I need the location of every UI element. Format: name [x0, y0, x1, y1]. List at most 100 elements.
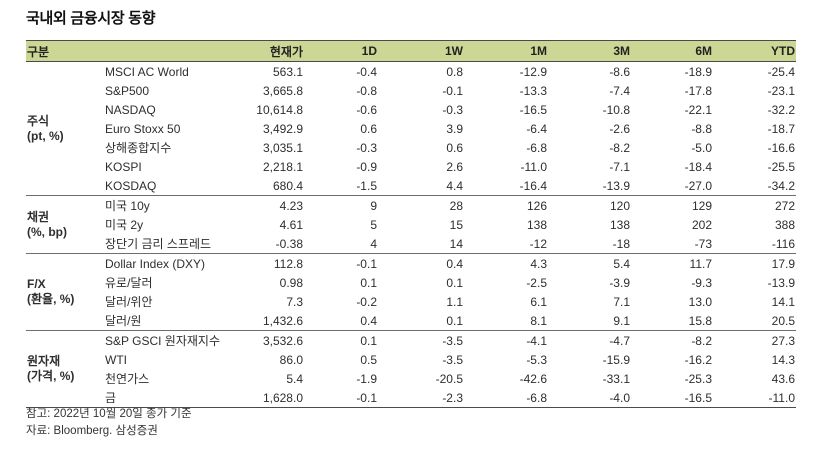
change-value-cell: -0.3 — [356, 140, 377, 155]
change-value-cell: 11.7 — [689, 256, 712, 271]
change-value-cell: -0.1 — [356, 390, 377, 405]
current-price-cell: 3,665.8 — [262, 83, 303, 98]
change-value-cell: -0.2 — [356, 294, 377, 309]
change-value-cell: 0.4 — [446, 256, 463, 271]
change-value-cell: -8.8 — [691, 121, 712, 136]
change-value-cell: 129 — [691, 198, 712, 213]
change-value-cell: -23.1 — [767, 83, 795, 98]
current-price-cell: 86.0 — [279, 352, 303, 367]
current-price-cell: 1,628.0 — [262, 390, 303, 405]
current-price-cell: 5.4 — [286, 371, 303, 386]
table-row: NASDAQ 10,614.8 -0.6 -0.3 -16.5 -10.8 -22.1 -32… — [26, 100, 796, 119]
group-label-unit: (환율, %) — [27, 292, 75, 306]
change-value-cell: 4.3 — [530, 256, 547, 271]
column-header-1w: 1W — [378, 40, 464, 62]
instrument-name: NASDAQ — [105, 102, 156, 117]
current-price-cell: 4.61 — [279, 217, 303, 232]
current-price-cell: 3,035.1 — [262, 140, 303, 155]
change-value-cell: 0.8 — [446, 64, 463, 79]
current-price-cell: -0.38 — [275, 236, 303, 251]
change-value-cell: -0.3 — [442, 102, 463, 117]
current-price-cell: 0.98 — [279, 275, 303, 290]
instrument-name: 금 — [105, 391, 117, 405]
change-value-cell: -5.0 — [691, 140, 712, 155]
table-row: 주식 (pt, %) MSCI AC World 563.1 -0.4 0.8 -12.9 -… — [26, 62, 796, 143]
column-header-col1: 현재가 — [229, 40, 304, 62]
change-value-cell: -16.4 — [519, 178, 547, 193]
change-value-cell: 0.1 — [446, 313, 463, 328]
change-value-cell: 43.6 — [771, 371, 795, 386]
change-value-cell: 4 — [370, 236, 377, 251]
change-value-cell: -1.5 — [356, 178, 377, 193]
change-value-cell: -13.3 — [519, 83, 547, 98]
change-value-cell: -0.1 — [356, 256, 377, 271]
change-value-cell: 3.9 — [446, 121, 463, 136]
table-row: 천연가스 5.4 -1.9 -20.5 -42.6 -33.1 -25.3 43.6 — [26, 369, 796, 388]
table-row: 달러/원 1,432.6 0.4 0.1 8.1 9.1 15.8 20.5 — [26, 311, 796, 331]
change-value-cell: 0.1 — [360, 333, 377, 348]
table-row: KOSPI 2,218.1 -0.9 2.6 -11.0 -7.1 -18.4 -25.5 — [26, 157, 796, 176]
change-value-cell: 9 — [370, 198, 377, 213]
instrument-name: Dollar Index (DXY) — [105, 256, 206, 271]
group-label: 원자재 (가격, %) — [26, 331, 104, 408]
current-price-cell: 3,532.6 — [262, 333, 303, 348]
change-value-cell: -25.3 — [684, 371, 712, 386]
change-value-cell: -13.9 — [602, 178, 630, 193]
column-header-gubun: 구분 — [26, 40, 229, 62]
instrument-name: S&P500 — [105, 83, 150, 98]
change-value-cell: -0.1 — [442, 83, 463, 98]
change-value-cell: -8.2 — [609, 140, 630, 155]
change-value-cell: 138 — [609, 217, 630, 232]
change-value-cell: -33.1 — [602, 371, 630, 386]
change-value-cell: -6.4 — [526, 121, 547, 136]
instrument-name: 달러/원 — [105, 314, 142, 328]
table-row: 금 1,628.0 -0.1 -2.3 -6.8 -4.0 -16.5 -11.0 — [26, 388, 796, 408]
current-price-cell: 563.1 — [272, 64, 303, 79]
change-value-cell: -2.6 — [609, 121, 630, 136]
change-value-cell: -0.9 — [356, 159, 377, 174]
instrument-name: 상해종합지수 — [105, 141, 172, 155]
change-value-cell: 15 — [449, 217, 463, 232]
group-label-unit: (%, bp) — [27, 224, 67, 239]
change-value-cell: 0.4 — [360, 313, 377, 328]
change-value-cell: 0.6 — [446, 140, 463, 155]
change-value-cell: -13.9 — [767, 275, 795, 290]
change-value-cell: -16.6 — [767, 140, 795, 155]
table-row: 원자재 (가격, %) S&P GSCI 원자재지수 3,532.6 0.1 -3.5 -4… — [26, 331, 796, 384]
change-value-cell: -11.0 — [520, 159, 547, 174]
change-value-cell: -6.8 — [526, 140, 547, 155]
change-value-cell: 138 — [526, 217, 547, 232]
change-value-cell: -15.9 — [602, 352, 630, 367]
column-header-1m: 1M — [464, 40, 548, 62]
market-table: 구분 현재가 1D 1W 1M 3M 6M YTD 주식 (pt, %) MSCI AC Worl… — [26, 40, 796, 408]
current-price-cell: 680.4 — [272, 178, 303, 193]
header-row: 구분 현재가 1D 1W 1M 3M 6M YTD — [26, 40, 796, 62]
change-value-cell: 5 — [370, 217, 377, 232]
table-row: 채권 (%, bp) 미국 10y 4.23 9 28 126 120 129 272 — [26, 196, 796, 239]
group-label-unit: (가격, %) — [27, 369, 75, 383]
table-section-2: F/X (환율, %) Dollar Index (DXY) 112.8 -0.1 0.4… — [26, 254, 796, 331]
table-row: 유로/달러 0.98 0.1 0.1 -2.5 -3.9 -9.3 -13.9 — [26, 273, 796, 292]
table-row: 상해종합지수 3,035.1 -0.3 0.6 -6.8 -8.2 -5.0 -16.6 — [26, 138, 796, 157]
change-value-cell: -0.6 — [356, 102, 377, 117]
change-value-cell: -16.2 — [684, 352, 712, 367]
change-value-cell: -7.1 — [609, 159, 630, 174]
instrument-name: 장단기 금리 스프레드 — [105, 237, 212, 251]
change-value-cell: 0.1 — [360, 275, 377, 290]
change-value-cell: -16.5 — [684, 390, 712, 405]
page-title: 국내외 금융시장 동향 — [26, 10, 156, 27]
group-label-unit: (pt, %) — [27, 128, 64, 143]
footnotes: 참고: 2022년 10월 20일 종가 기준 자료: Bloomberg. 삼… — [26, 406, 192, 440]
change-value-cell: -4.7 — [609, 333, 630, 348]
change-value-cell: -7.4 — [609, 83, 630, 98]
table-row: 장단기 금리 스프레드 -0.38 4 14 -12 -18 -73 -116 — [26, 234, 796, 254]
group-label-main: F/X — [27, 277, 46, 291]
change-value-cell: 0.6 — [360, 121, 377, 136]
table-section-0: 주식 (pt, %) MSCI AC World 563.1 -0.4 0.8 -12.9-… — [26, 62, 796, 196]
change-value-cell: 14.1 — [771, 294, 795, 309]
change-value-cell: -9.3 — [691, 275, 712, 290]
column-header-3m: 3M — [548, 40, 631, 62]
change-value-cell: 6.1 — [530, 294, 547, 309]
change-value-cell: 202 — [691, 217, 712, 232]
change-value-cell: 14.3 — [771, 352, 795, 367]
